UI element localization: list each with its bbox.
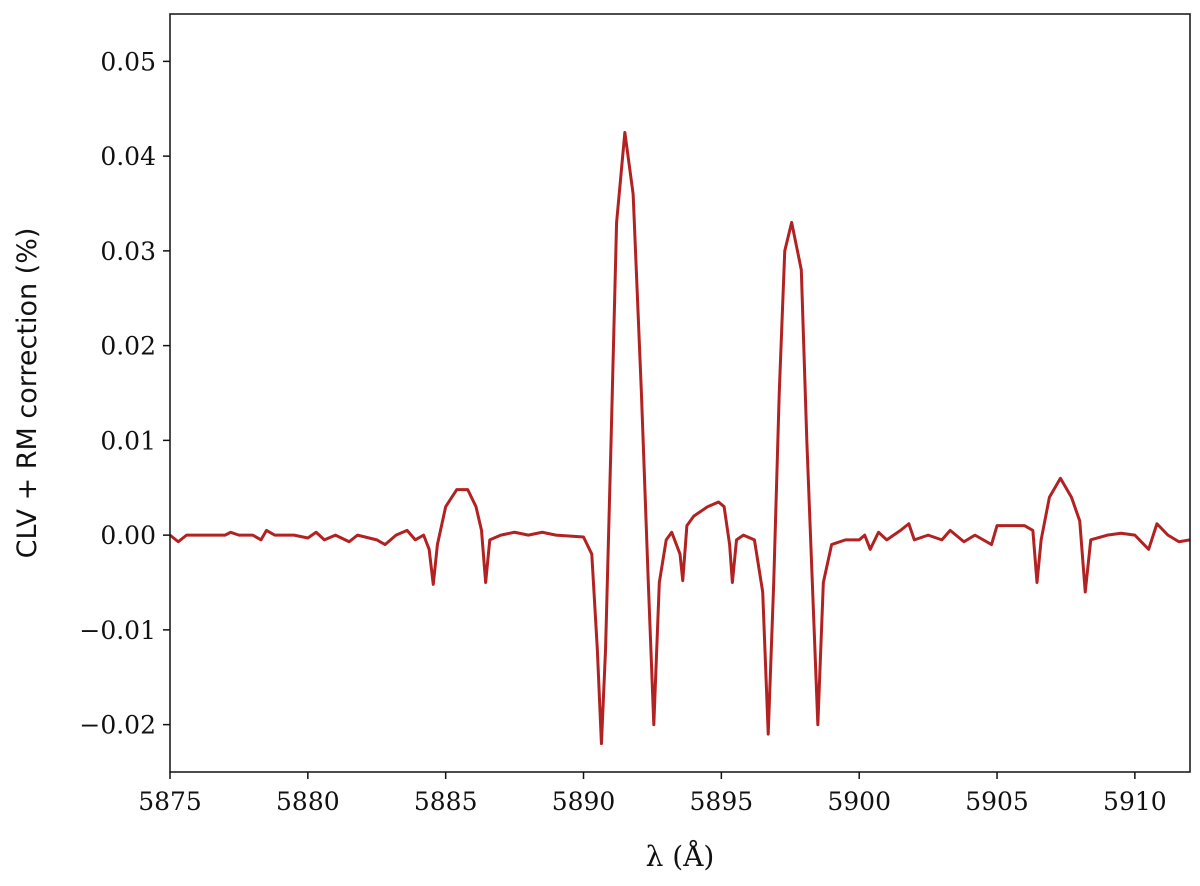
x-tick-label: 5895 bbox=[690, 787, 754, 816]
data-line bbox=[170, 130, 1190, 746]
y-tick-label: 0.03 bbox=[100, 237, 156, 266]
x-tick-label: 5885 bbox=[414, 787, 478, 816]
x-tick-label: 5910 bbox=[1103, 787, 1167, 816]
y-axis-label: CLV + RM correction (%) bbox=[12, 228, 43, 559]
y-tick-label: −0.02 bbox=[79, 711, 156, 740]
x-tick-label: 5875 bbox=[138, 787, 202, 816]
y-tick-label: −0.01 bbox=[79, 616, 156, 645]
y-tick-label: 0.04 bbox=[100, 142, 156, 171]
x-tick-label: 5905 bbox=[965, 787, 1029, 816]
x-tick-label: 5900 bbox=[827, 787, 891, 816]
x-tick-label: 5880 bbox=[276, 787, 340, 816]
y-tick-label: 0.02 bbox=[100, 332, 156, 361]
x-axis-label: λ (Å) bbox=[646, 840, 715, 873]
y-tick-label: 0.00 bbox=[100, 521, 156, 550]
y-tick-label: 0.05 bbox=[100, 47, 156, 76]
plot-frame bbox=[169, 13, 1191, 773]
x-tick-label: 5890 bbox=[552, 787, 616, 816]
y-tick-label: 0.01 bbox=[100, 426, 156, 455]
